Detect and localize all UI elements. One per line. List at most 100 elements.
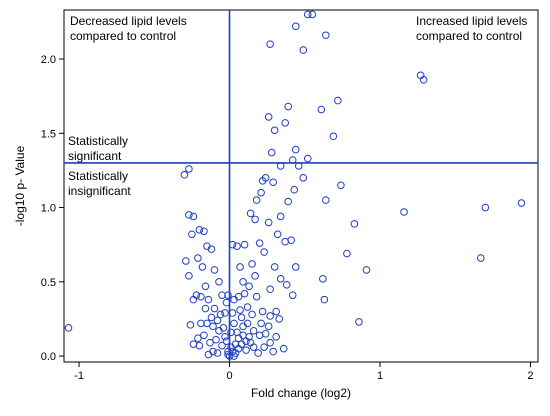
data-point (251, 215, 259, 224)
data-point (188, 230, 196, 239)
data-point (284, 102, 293, 111)
data-point (200, 227, 208, 236)
data-point (269, 347, 277, 356)
data-point (212, 335, 220, 344)
data-point (322, 31, 330, 40)
data-point (189, 212, 198, 221)
x-tick-label: 0 (226, 370, 232, 382)
data-point (276, 275, 285, 283)
data-point (284, 197, 293, 206)
x-tick-label: 1 (377, 370, 383, 382)
data-point (227, 328, 235, 337)
data-point (216, 310, 225, 319)
data-point (189, 295, 198, 304)
data-point (236, 263, 244, 271)
data-point (198, 263, 207, 271)
annotation-insignificant-line2: insignificant (68, 184, 131, 198)
x-tick-label: -1 (74, 370, 84, 382)
data-point (182, 257, 190, 265)
y-axis-label: -log10 p- Value (13, 145, 27, 226)
y-tick-label: 2.0 (41, 54, 56, 66)
data-point (239, 322, 247, 331)
data-point (287, 236, 296, 245)
data-point (419, 76, 428, 84)
data-point (272, 307, 280, 316)
data-point (209, 322, 217, 331)
data-point (258, 307, 267, 316)
data-point (243, 303, 252, 311)
data-point (228, 309, 237, 317)
data-point (224, 347, 232, 356)
x-axis-label: Fold change (log2) (251, 386, 351, 400)
data-point (257, 319, 265, 328)
data-point (240, 240, 249, 249)
data-point (248, 310, 256, 319)
data-point (362, 266, 371, 274)
data-point (252, 292, 261, 301)
data-point (230, 319, 238, 328)
data-point (264, 218, 273, 227)
data-point (219, 324, 228, 332)
y-tick-label: 1.0 (41, 203, 56, 215)
data-point (303, 10, 312, 19)
data-point (308, 10, 317, 19)
data-point (228, 240, 237, 249)
data-point (251, 272, 259, 280)
data-point (266, 312, 274, 320)
data-point (291, 263, 300, 271)
data-point (269, 178, 277, 187)
data-point (222, 337, 231, 346)
y-tick-label: 0.5 (41, 277, 56, 289)
data-point (245, 282, 253, 291)
data-point (303, 154, 312, 163)
data-point (213, 349, 222, 357)
data-point (264, 113, 273, 121)
data-point (222, 298, 231, 307)
data-point (266, 338, 274, 347)
data-point (257, 188, 265, 197)
data-point (186, 321, 195, 329)
data-point (299, 174, 308, 182)
data-point (206, 338, 214, 347)
data-point (180, 171, 189, 179)
data-point (236, 306, 244, 314)
data-point (317, 105, 326, 114)
data-point (242, 346, 250, 354)
data-point (249, 343, 258, 351)
data-point (400, 208, 408, 216)
data-point (273, 230, 282, 239)
data-point (185, 272, 193, 280)
data-point (319, 275, 327, 283)
annotation-increased-line1: Increased lipid levels (416, 14, 527, 28)
data-point (197, 292, 205, 301)
data-point (254, 349, 262, 357)
data-point (246, 209, 255, 218)
data-point (215, 277, 223, 286)
annotation-decreased-line1: Decreased lipid levels (70, 14, 187, 28)
data-point (239, 277, 247, 286)
data-point (242, 337, 250, 346)
data-point (249, 327, 258, 335)
data-points (64, 10, 526, 360)
data-point (207, 245, 216, 253)
annotation-increased-line2: compared to control (416, 29, 522, 43)
data-point (224, 291, 232, 299)
data-point (218, 341, 226, 350)
data-point (291, 145, 300, 154)
data-point (270, 126, 279, 135)
data-point (252, 196, 261, 204)
data-point (334, 96, 342, 105)
data-point (64, 324, 73, 332)
annotation-significant-line1: Statistically (68, 134, 128, 148)
data-point (276, 162, 285, 170)
data-point (233, 242, 241, 250)
data-point (261, 329, 270, 338)
data-point (201, 304, 210, 313)
data-point (337, 181, 345, 190)
data-point (194, 334, 202, 343)
data-point (218, 291, 226, 299)
plot-frame (63, 9, 539, 363)
data-point (279, 344, 288, 353)
